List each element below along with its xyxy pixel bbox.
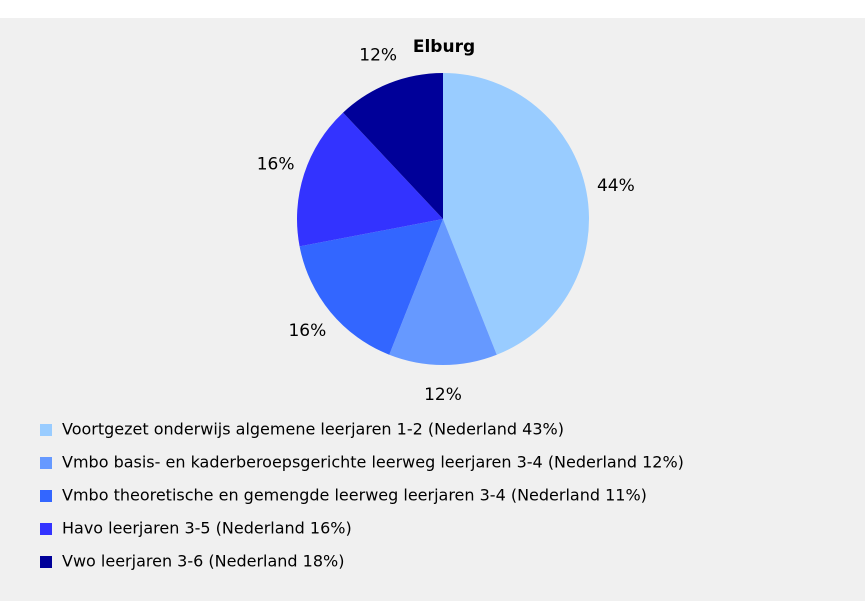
data-label: 16% (257, 155, 295, 175)
pie-slice (299, 219, 443, 355)
legend-swatch (40, 556, 52, 568)
chart-title: Elburg (413, 37, 475, 57)
legend-swatch (40, 424, 52, 436)
legend-label: Voortgezet onderwijs algemene leerjaren … (62, 420, 564, 439)
data-label: 12% (359, 45, 397, 65)
legend-swatch (40, 457, 52, 469)
pie-slice (297, 112, 443, 247)
data-label: 44% (597, 176, 635, 196)
data-label: 16% (288, 321, 326, 341)
legend-label: Havo leerjaren 3-5 (Nederland 16%) (62, 519, 352, 538)
pie-slice (389, 219, 497, 365)
legend-label: Vwo leerjaren 3-6 (Nederland 18%) (62, 552, 344, 571)
legend-label: Vmbo theoretische en gemengde leerweg le… (62, 486, 647, 505)
legend-swatch (40, 490, 52, 502)
pie-slice (443, 73, 589, 355)
legend-swatch (40, 523, 52, 535)
data-label: 12% (424, 385, 462, 405)
legend-label: Vmbo basis- en kaderberoepsgerichte leer… (62, 453, 684, 472)
pie-slice (343, 73, 443, 219)
